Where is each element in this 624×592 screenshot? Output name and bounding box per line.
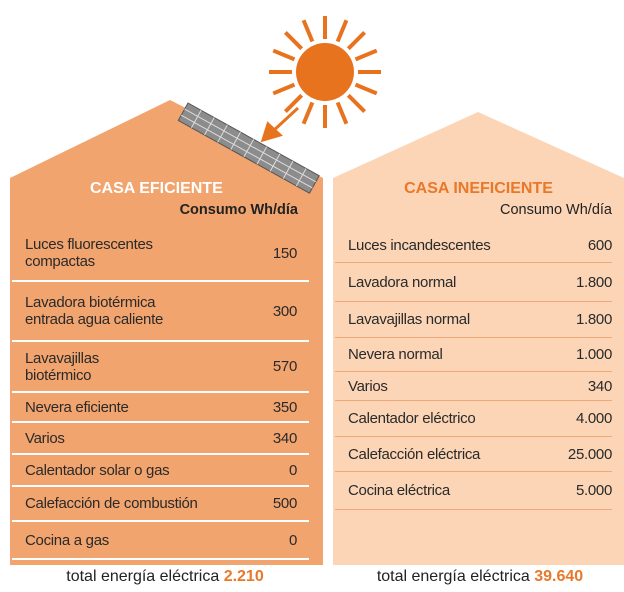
consumption-value: 25.000 xyxy=(568,446,612,463)
appliance-label: Nevera normal xyxy=(348,346,442,363)
consumption-value: 0 xyxy=(289,462,297,479)
consumption-value: 4.000 xyxy=(576,410,612,427)
appliance-label: Lavavajillas normal xyxy=(348,311,470,328)
consumption-value: 300 xyxy=(273,303,297,320)
table-row: Luces fluorescentes compactas 150 xyxy=(12,226,309,282)
sun-ray xyxy=(338,20,347,41)
sun-ray xyxy=(273,85,294,94)
appliance-label: Lavadora biotérmica entrada agua calient… xyxy=(25,294,163,328)
sun-ray xyxy=(348,95,364,111)
appliance-label: Calefacción de combustión xyxy=(25,495,198,512)
consumption-value: 600 xyxy=(588,237,612,254)
consumption-value: 1.000 xyxy=(576,346,612,363)
consumption-value: 0 xyxy=(289,532,297,549)
sun-ray xyxy=(348,32,364,48)
sun-ray xyxy=(304,102,313,123)
appliance-label: Luces incandescentes xyxy=(348,237,490,254)
appliance-label: Varios xyxy=(348,378,388,395)
total: total energía eléctrica 2.210 xyxy=(15,568,315,586)
sun-ray xyxy=(355,85,376,94)
house-title: CASA EFICIENTE xyxy=(90,180,223,198)
appliance-label: Cocina eléctrica xyxy=(348,482,450,499)
sun-ray xyxy=(285,32,301,48)
sun-ray xyxy=(304,20,313,41)
table-row: Luces incandescentes 600 xyxy=(335,228,612,263)
table-row: Calentador solar o gas 0 xyxy=(12,455,309,487)
table-row: Nevera eficiente 350 xyxy=(12,393,309,423)
table-row: Lavadora biotérmica entrada agua calient… xyxy=(12,282,309,342)
consumption-value: 340 xyxy=(273,430,297,447)
appliance-label: Varios xyxy=(25,430,65,447)
table-row: Calentador eléctrico 4.000 xyxy=(335,401,612,437)
column-header: Consumo Wh/día xyxy=(500,202,612,218)
house-title: CASA INEFICIENTE xyxy=(333,180,624,198)
total: total energía eléctrica 39.640 xyxy=(330,568,624,586)
infographic: CASA EFICIENTE Consumo Wh/día Luces fluo… xyxy=(0,0,624,592)
consumption-value: 1.800 xyxy=(576,311,612,328)
appliance-label: Luces fluorescentes compactas xyxy=(25,236,153,270)
total-value: 39.640 xyxy=(534,568,583,585)
appliance-label: Cocina a gas xyxy=(25,532,109,549)
table-row: Lavavajillas biotérmico 570 xyxy=(12,342,309,393)
consumption-value: 570 xyxy=(273,358,297,375)
total-value: 2.210 xyxy=(224,568,264,585)
sun-ray xyxy=(338,102,347,123)
column-header: Consumo Wh/día xyxy=(180,202,298,218)
table-row: Lavadora normal 1.800 xyxy=(335,263,612,302)
arrow xyxy=(263,108,298,140)
consumption-value: 1.800 xyxy=(576,274,612,291)
table-row: Calefacción de combustión 500 xyxy=(12,487,309,522)
total-label: total energía eléctrica xyxy=(66,568,219,585)
appliance-label: Calentador solar o gas xyxy=(25,462,169,479)
table-row: Varios 340 xyxy=(335,372,612,401)
table-row: Varios 340 xyxy=(12,423,309,455)
table-row: Nevera normal 1.000 xyxy=(335,338,612,372)
sun-disc xyxy=(296,43,354,101)
appliance-label: Calefacción eléctrica xyxy=(348,446,480,463)
total-label: total energía eléctrica xyxy=(377,568,530,585)
appliance-label: Lavadora normal xyxy=(348,274,456,291)
consumption-value: 5.000 xyxy=(576,482,612,499)
appliance-label: Calentador eléctrico xyxy=(348,410,475,427)
sun-ray xyxy=(285,95,301,111)
consumption-value: 150 xyxy=(273,245,297,262)
sun-ray xyxy=(273,51,294,60)
appliance-label: Lavavajillas biotérmico xyxy=(25,350,99,384)
table-row: Calefacción eléctrica 25.000 xyxy=(335,437,612,472)
table-row: Lavavajillas normal 1.800 xyxy=(335,302,612,338)
sun xyxy=(269,16,381,128)
consumption-value: 340 xyxy=(588,378,612,395)
consumption-value: 500 xyxy=(273,495,297,512)
appliance-label: Nevera eficiente xyxy=(25,399,129,416)
consumption-value: 350 xyxy=(273,399,297,416)
table-row: Cocina eléctrica 5.000 xyxy=(335,472,612,510)
sun-ray xyxy=(355,51,376,60)
table-row: Cocina a gas 0 xyxy=(12,522,309,560)
